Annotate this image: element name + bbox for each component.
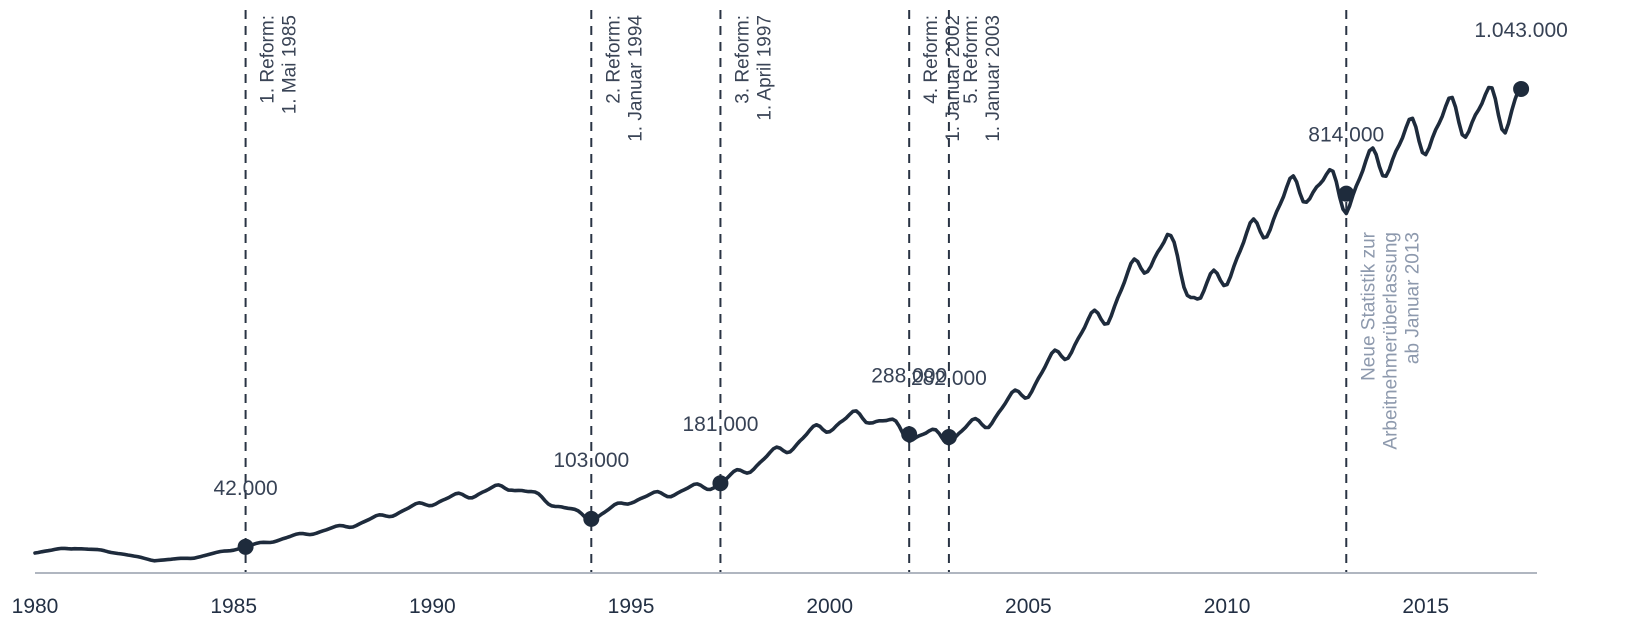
reform-label: 1. Januar 1994 (625, 15, 646, 142)
x-tick-label: 2015 (1402, 595, 1449, 618)
highlight-value-label: 103.000 (553, 449, 629, 472)
reform-label: 1. Januar 2002 (943, 15, 964, 142)
highlight-value-label: 288.000 (871, 364, 947, 387)
x-tick-label: 2000 (806, 595, 853, 618)
x-tick-label: 2005 (1005, 595, 1052, 618)
statistic-note-label: ab Januar 2013 (1402, 232, 1423, 364)
reform-label: 4. Reform: (921, 15, 942, 104)
reform-label: 3. Reform: (732, 15, 753, 104)
statistic-note-label: Neue Statistik zur (1358, 231, 1379, 381)
reform-label: 1. Januar 2003 (983, 15, 1004, 142)
highlight-point-marker (1338, 185, 1355, 202)
highlight-point-marker (1513, 80, 1530, 97)
highlight-point-marker (712, 475, 729, 492)
x-tick-label: 1995 (608, 595, 655, 618)
highlight-point-marker (237, 538, 254, 555)
highlight-value-label: 1.043.000 (1474, 19, 1567, 42)
highlight-point-marker (940, 429, 957, 446)
reform-reference-lines (244, 10, 1348, 573)
highlight-point-marker (583, 510, 600, 527)
x-tick-label: 1985 (210, 595, 257, 618)
reform-label: 5. Reform: (961, 15, 982, 104)
reform-annotation-labels: 1. Reform: 1. Mai 1985 2. Reform: 1. Januar… (258, 15, 1424, 450)
series-line-leiharbeitnehmer (33, 85, 1523, 563)
highlight-point-markers (237, 80, 1530, 555)
highlight-value-label: 814.000 (1308, 124, 1384, 147)
highlight-value-label: 282.000 (911, 367, 987, 390)
reform-label: 1. April 1997 (754, 15, 775, 121)
highlight-value-label: 181.000 (682, 413, 758, 436)
highlight-value-label: 42.000 (213, 477, 277, 500)
reform-label: 1. Mai 1985 (280, 15, 301, 114)
reform-label: 1. Reform: (258, 15, 279, 104)
reform-label: 2. Reform: (603, 15, 624, 104)
statistic-note-label: Arbeitnehmerüberlassung (1380, 232, 1401, 450)
x-axis-tick-labels: 1980 1985 1990 1995 2000 2005 2010 2015 (12, 595, 1449, 618)
x-tick-label: 1990 (409, 595, 456, 618)
highlight-point-marker (901, 426, 918, 443)
x-tick-label: 2010 (1204, 595, 1251, 618)
x-tick-label: 1980 (12, 595, 59, 618)
